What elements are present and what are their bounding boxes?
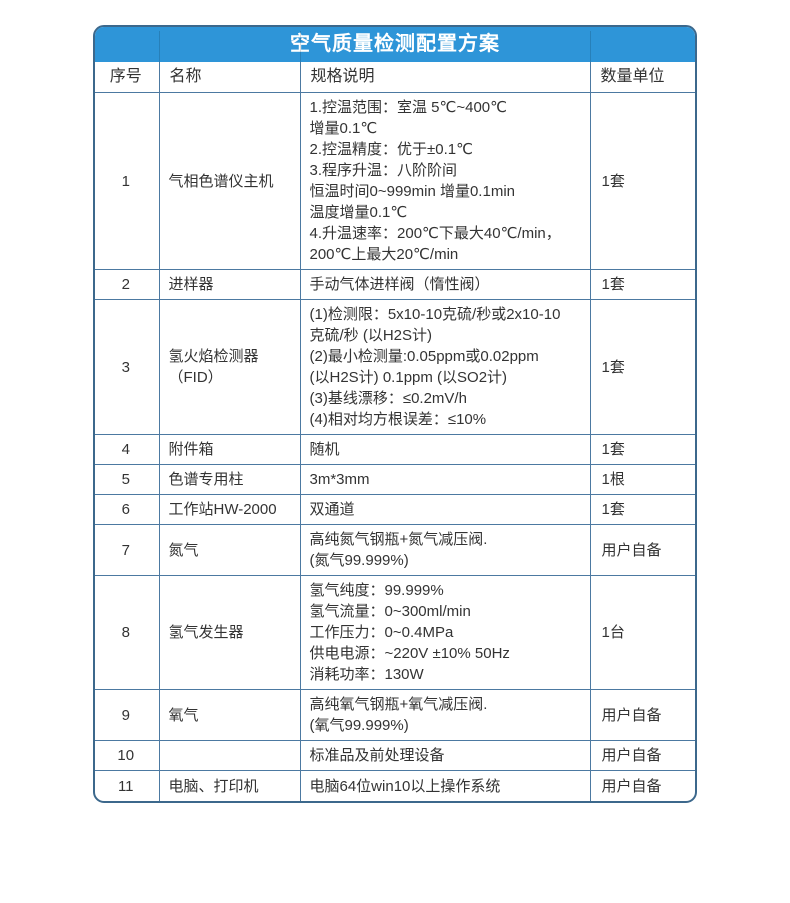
row-no: 4	[95, 434, 160, 466]
table-row: 2 进样器 手动气体进样阀（惰性阀） 1套	[95, 269, 695, 301]
row-spec: 随机	[299, 434, 591, 466]
table-row: 3 氢火焰检测器（FID） (1)检测限：5x10-10克硫/秒或2x10-10…	[95, 299, 695, 436]
row-no: 3	[95, 299, 160, 436]
row-spec: 氢气纯度：99.999% 氢气流量：0~300ml/min 工作压力：0~0.4…	[299, 575, 591, 691]
table-header-row: 序号 名称 规格说明 数量单位	[95, 62, 695, 94]
row-spec: 3m*3mm	[299, 464, 591, 496]
table-row: 6 工作站HW-2000 双通道 1套	[95, 494, 695, 526]
table-row: 11 电脑、打印机 电脑64位win10以上操作系统 用户自备	[95, 770, 695, 801]
row-qty: 用户自备	[589, 689, 695, 742]
row-name	[158, 740, 301, 772]
row-name: 氢气发生器	[158, 575, 301, 691]
row-spec: 高纯氮气钢瓶+氮气减压阀. (氮气99.999%)	[299, 524, 591, 577]
row-spec: (1)检测限：5x10-10克硫/秒或2x10-10 克硫/秒 (以H2S计) …	[299, 299, 591, 436]
row-no: 2	[95, 269, 160, 301]
table-row: 8 氢气发生器 氢气纯度：99.999% 氢气流量：0~300ml/min 工作…	[95, 575, 695, 691]
row-qty: 1台	[589, 575, 695, 691]
row-name: 进样器	[158, 269, 301, 301]
row-no: 11	[95, 770, 160, 801]
row-name: 气相色谱仪主机	[158, 92, 301, 271]
row-qty: 1套	[589, 269, 695, 301]
row-qty: 1套	[589, 92, 695, 271]
row-no: 5	[95, 464, 160, 496]
title-column-divider	[300, 31, 301, 62]
row-no: 7	[95, 524, 160, 577]
row-no: 9	[95, 689, 160, 742]
row-spec: 电脑64位win10以上操作系统	[299, 770, 591, 801]
row-no: 8	[95, 575, 160, 691]
table-row: 7 氮气 高纯氮气钢瓶+氮气减压阀. (氮气99.999%) 用户自备	[95, 524, 695, 577]
table-row: 9 氧气 高纯氧气钢瓶+氧气减压阀. (氧气99.999%) 用户自备	[95, 689, 695, 742]
row-spec: 双通道	[299, 494, 591, 526]
table-title: 空气质量检测配置方案	[290, 33, 500, 55]
row-name: 氧气	[158, 689, 301, 742]
title-column-divider	[590, 31, 591, 62]
row-name: 电脑、打印机	[158, 770, 301, 801]
row-spec: 手动气体进样阀（惰性阀）	[299, 269, 591, 301]
row-qty: 1根	[589, 464, 695, 496]
row-qty: 用户自备	[589, 740, 695, 772]
table-title-bar: 空气质量检测配置方案	[95, 27, 695, 62]
row-name: 氮气	[158, 524, 301, 577]
table-row: 1 气相色谱仪主机 1.控温范围：室温 5℃~400℃ 增量0.1℃ 2.控温精…	[95, 92, 695, 271]
row-no: 1	[95, 92, 160, 271]
row-no: 6	[95, 494, 160, 526]
row-qty: 用户自备	[589, 524, 695, 577]
table-row: 4 附件箱 随机 1套	[95, 434, 695, 466]
row-spec: 1.控温范围：室温 5℃~400℃ 增量0.1℃ 2.控温精度：优于±0.1℃ …	[299, 92, 591, 271]
row-spec: 标准品及前处理设备	[299, 740, 591, 772]
spec-table: 序号 名称 规格说明 数量单位 1 气相色谱仪主机 1.控温范围：室温 5℃~4…	[95, 62, 695, 801]
row-qty: 用户自备	[589, 770, 695, 801]
header-spec: 规格说明	[299, 62, 591, 94]
row-no: 10	[95, 740, 160, 772]
row-name: 色谱专用柱	[158, 464, 301, 496]
header-qty: 数量单位	[589, 62, 695, 94]
header-no: 序号	[95, 62, 160, 94]
row-name: 工作站HW-2000	[158, 494, 301, 526]
row-qty: 1套	[589, 299, 695, 436]
table-row: 10 标准品及前处理设备 用户自备	[95, 740, 695, 772]
row-qty: 1套	[589, 434, 695, 466]
header-name: 名称	[158, 62, 301, 94]
row-name: 附件箱	[158, 434, 301, 466]
table-row: 5 色谱专用柱 3m*3mm 1根	[95, 464, 695, 496]
row-qty: 1套	[589, 494, 695, 526]
spec-table-card: 空气质量检测配置方案 序号 名称 规格说明 数量单位 1 气相色谱仪主机 1.控	[93, 25, 697, 803]
row-name: 氢火焰检测器（FID）	[158, 299, 301, 436]
row-spec: 高纯氧气钢瓶+氧气减压阀. (氧气99.999%)	[299, 689, 591, 742]
title-column-divider	[159, 31, 160, 62]
